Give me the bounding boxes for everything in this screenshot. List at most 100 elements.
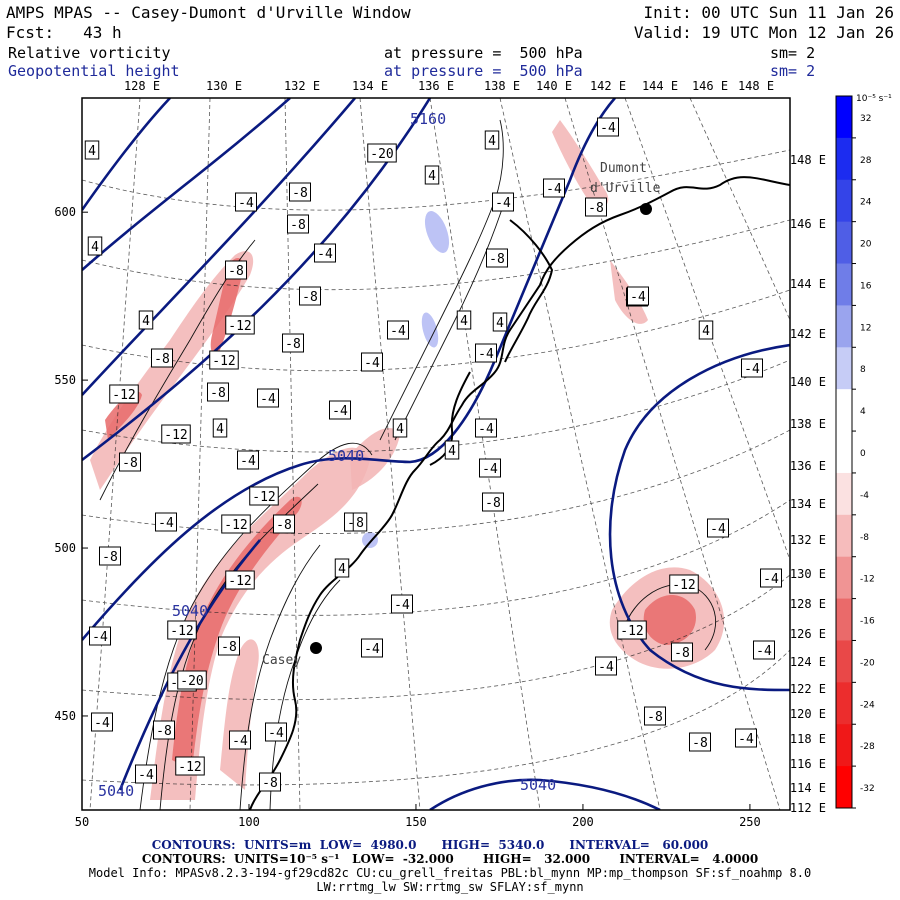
vorticity-label-box xyxy=(91,712,113,732)
vorticity-label: -4 xyxy=(495,196,511,211)
latitude-label-right: 122 E xyxy=(790,682,826,696)
vorticity-label: -4 xyxy=(364,356,380,371)
vorticity-label: -8 xyxy=(485,496,501,511)
field1-smoothing: sm= 2 xyxy=(770,44,816,62)
vorticity-label-box xyxy=(444,440,460,460)
vorticity-label-box xyxy=(760,568,782,588)
vorticity-label: 4 xyxy=(396,422,404,437)
vorticity-label-box xyxy=(225,260,247,280)
map-axes: 50 100 150 200 250 450 500 550 600 128 E 130 E 132 … xyxy=(54,79,826,829)
strong-negative-vorticity-shading xyxy=(105,257,696,770)
height-label: 5040 xyxy=(98,782,134,800)
vorticity-label: -4 xyxy=(600,121,616,136)
vorticity-label: -20 xyxy=(370,147,393,162)
coastline xyxy=(249,176,790,810)
longitude-label-top: 144 E xyxy=(642,79,678,93)
vorticity-label: -4 xyxy=(598,660,614,675)
height-label: 5040 xyxy=(520,776,556,794)
vorticity-label-box xyxy=(617,620,647,640)
x-axis-tick-label: 250 xyxy=(739,815,761,829)
vorticity-label-box xyxy=(735,728,757,748)
vorticity-label: -4 xyxy=(268,726,284,741)
vorticity-label: -4 xyxy=(390,324,406,339)
vorticity-label: -12 xyxy=(252,490,275,505)
vorticity-label-box xyxy=(175,756,205,776)
vorticity-label: -12 xyxy=(112,388,135,403)
vorticity-label-box xyxy=(289,182,311,202)
vorticity-label: -8 xyxy=(588,201,604,216)
vorticity-label-box xyxy=(475,418,497,438)
vorticity-label-box xyxy=(492,192,514,212)
vorticity-label-box xyxy=(109,384,139,404)
field1-level: at pressure = 500 hPa xyxy=(384,44,583,62)
place-label-casey: Casey xyxy=(262,653,301,668)
latitude-label-right: 144 E xyxy=(790,277,826,291)
vorticity-label-box xyxy=(259,772,281,792)
vorticity-label: 4 xyxy=(448,444,456,459)
vorticity-label: 4 xyxy=(142,314,150,329)
latitude-label-right: 126 E xyxy=(790,627,826,641)
vorticity-label: 8 xyxy=(356,516,364,531)
vorticity-label: -12 xyxy=(228,319,251,334)
vorticity-label: -4 xyxy=(394,598,410,613)
vorticity-label-box xyxy=(207,382,229,402)
vorticity-label-box xyxy=(597,117,619,137)
height-label: 5040 xyxy=(328,447,364,465)
vorticity-label: -20 xyxy=(180,674,203,689)
plot-frame xyxy=(81,97,791,811)
vorticity-label-box xyxy=(585,197,607,217)
vorticity-label-box xyxy=(329,400,351,420)
latitude-label-right: 118 E xyxy=(790,732,826,746)
y-axis-tick-label: 450 xyxy=(54,709,76,723)
longitude-label-top: 128 E xyxy=(124,79,160,93)
footer-physics-info: LW:rrtmg_lw SW:rrtmg_sw SFLAY:sf_mynn xyxy=(316,880,584,894)
vorticity-label-box xyxy=(334,558,350,578)
field2-smoothing: sm= 2 xyxy=(770,62,816,80)
field2-name: Geopotential height xyxy=(8,62,180,80)
vorticity-label: -8 xyxy=(647,710,663,725)
longitude-label-top: 132 E xyxy=(284,79,320,93)
y-axis-tick-label: 500 xyxy=(54,541,76,555)
vorticity-label-box xyxy=(352,512,368,532)
vorticity-label: -8 xyxy=(228,264,244,279)
x-axis-tick-label: 50 xyxy=(75,815,89,829)
vorticity-label: -4 xyxy=(232,734,248,749)
vorticity-label-box xyxy=(282,333,304,353)
vorticity-label: 4 xyxy=(91,240,99,255)
longitude-label-top: 130 E xyxy=(206,79,242,93)
vorticity-label: -4 xyxy=(92,630,108,645)
vorticity-label-box xyxy=(299,286,321,306)
vorticity-label: -4 xyxy=(630,290,646,305)
vorticity-label: -4 xyxy=(546,182,562,197)
footer-model-info: Model Info: MPASv8.2.3-194-gf29cd82c CU:… xyxy=(88,866,812,880)
vorticity-label: -8 xyxy=(674,646,690,661)
vorticity-label-box xyxy=(229,730,251,750)
vorticity-label: -8 xyxy=(154,352,170,367)
vorticity-label-box xyxy=(218,636,240,656)
vorticity-label-box xyxy=(361,638,383,658)
vorticity-label-box xyxy=(167,620,197,640)
vorticity-label: 4 xyxy=(88,144,96,159)
vorticity-label-box xyxy=(119,452,141,472)
vorticity-label: -4 xyxy=(138,768,154,783)
vorticity-label-box xyxy=(669,574,699,594)
vorticity-label: 4 xyxy=(428,169,436,184)
latitude-label-right: 146 E xyxy=(790,217,826,231)
vorticity-label-box xyxy=(99,546,121,566)
vorticity-label-box xyxy=(707,518,729,538)
footer-vorticity-contours: CONTOURS: UNITS=10⁻⁵ s⁻¹ LOW= -32.000 HI… xyxy=(141,852,759,866)
x-axis-tick-label: 100 xyxy=(238,815,260,829)
vorticity-label: -4 xyxy=(238,196,254,211)
latitude-label-right: 142 E xyxy=(790,327,826,341)
latitude-label-right: 136 E xyxy=(790,459,826,473)
vorticity-label: -4 xyxy=(332,404,348,419)
vorticity-label: -12 xyxy=(228,574,251,589)
vorticity-label: -8 xyxy=(156,724,172,739)
vorticity-label-box xyxy=(456,310,472,330)
longitude-label-top: 146 E xyxy=(692,79,728,93)
vorticity-label-box xyxy=(287,214,309,234)
vorticity-label-box xyxy=(644,706,666,726)
height-label: 5160 xyxy=(410,110,446,128)
vorticity-label-box xyxy=(225,315,255,335)
vorticity-label: -12 xyxy=(178,760,201,775)
